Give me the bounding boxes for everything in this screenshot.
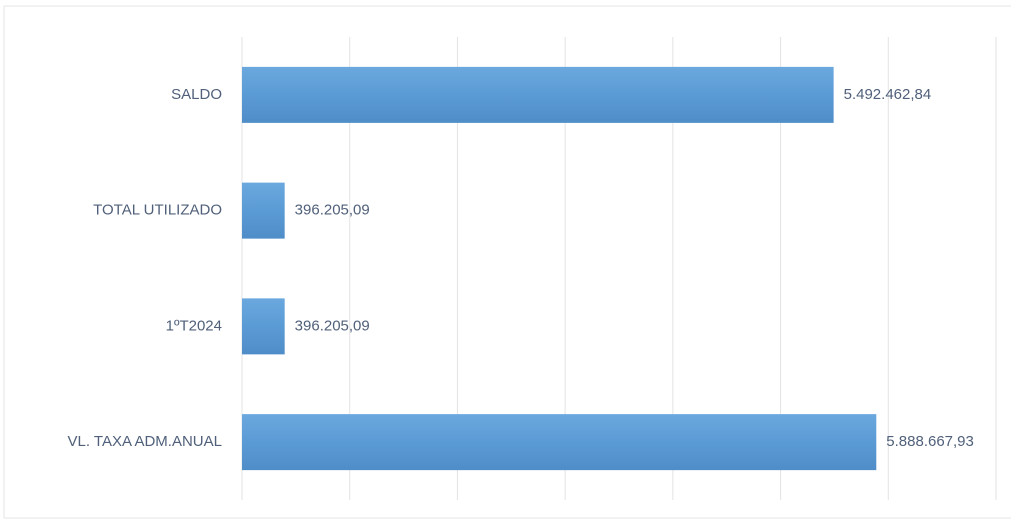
category-label: 1ºT2024	[166, 317, 222, 334]
category-label: SALDO	[171, 86, 222, 103]
bar	[242, 298, 285, 355]
bar	[242, 66, 834, 123]
bar	[242, 414, 877, 471]
category-label: VL. TAXA ADM.ANUAL	[67, 433, 222, 450]
category-label: TOTAL UTILIZADO	[93, 202, 222, 219]
bar	[242, 182, 285, 239]
chart-frame	[3, 5, 1011, 519]
value-label: 396.205,09	[295, 317, 370, 334]
value-label: 396.205,09	[295, 202, 370, 219]
value-label: 5.888.667,93	[886, 433, 974, 450]
value-label: 5.492.462,84	[844, 86, 932, 103]
